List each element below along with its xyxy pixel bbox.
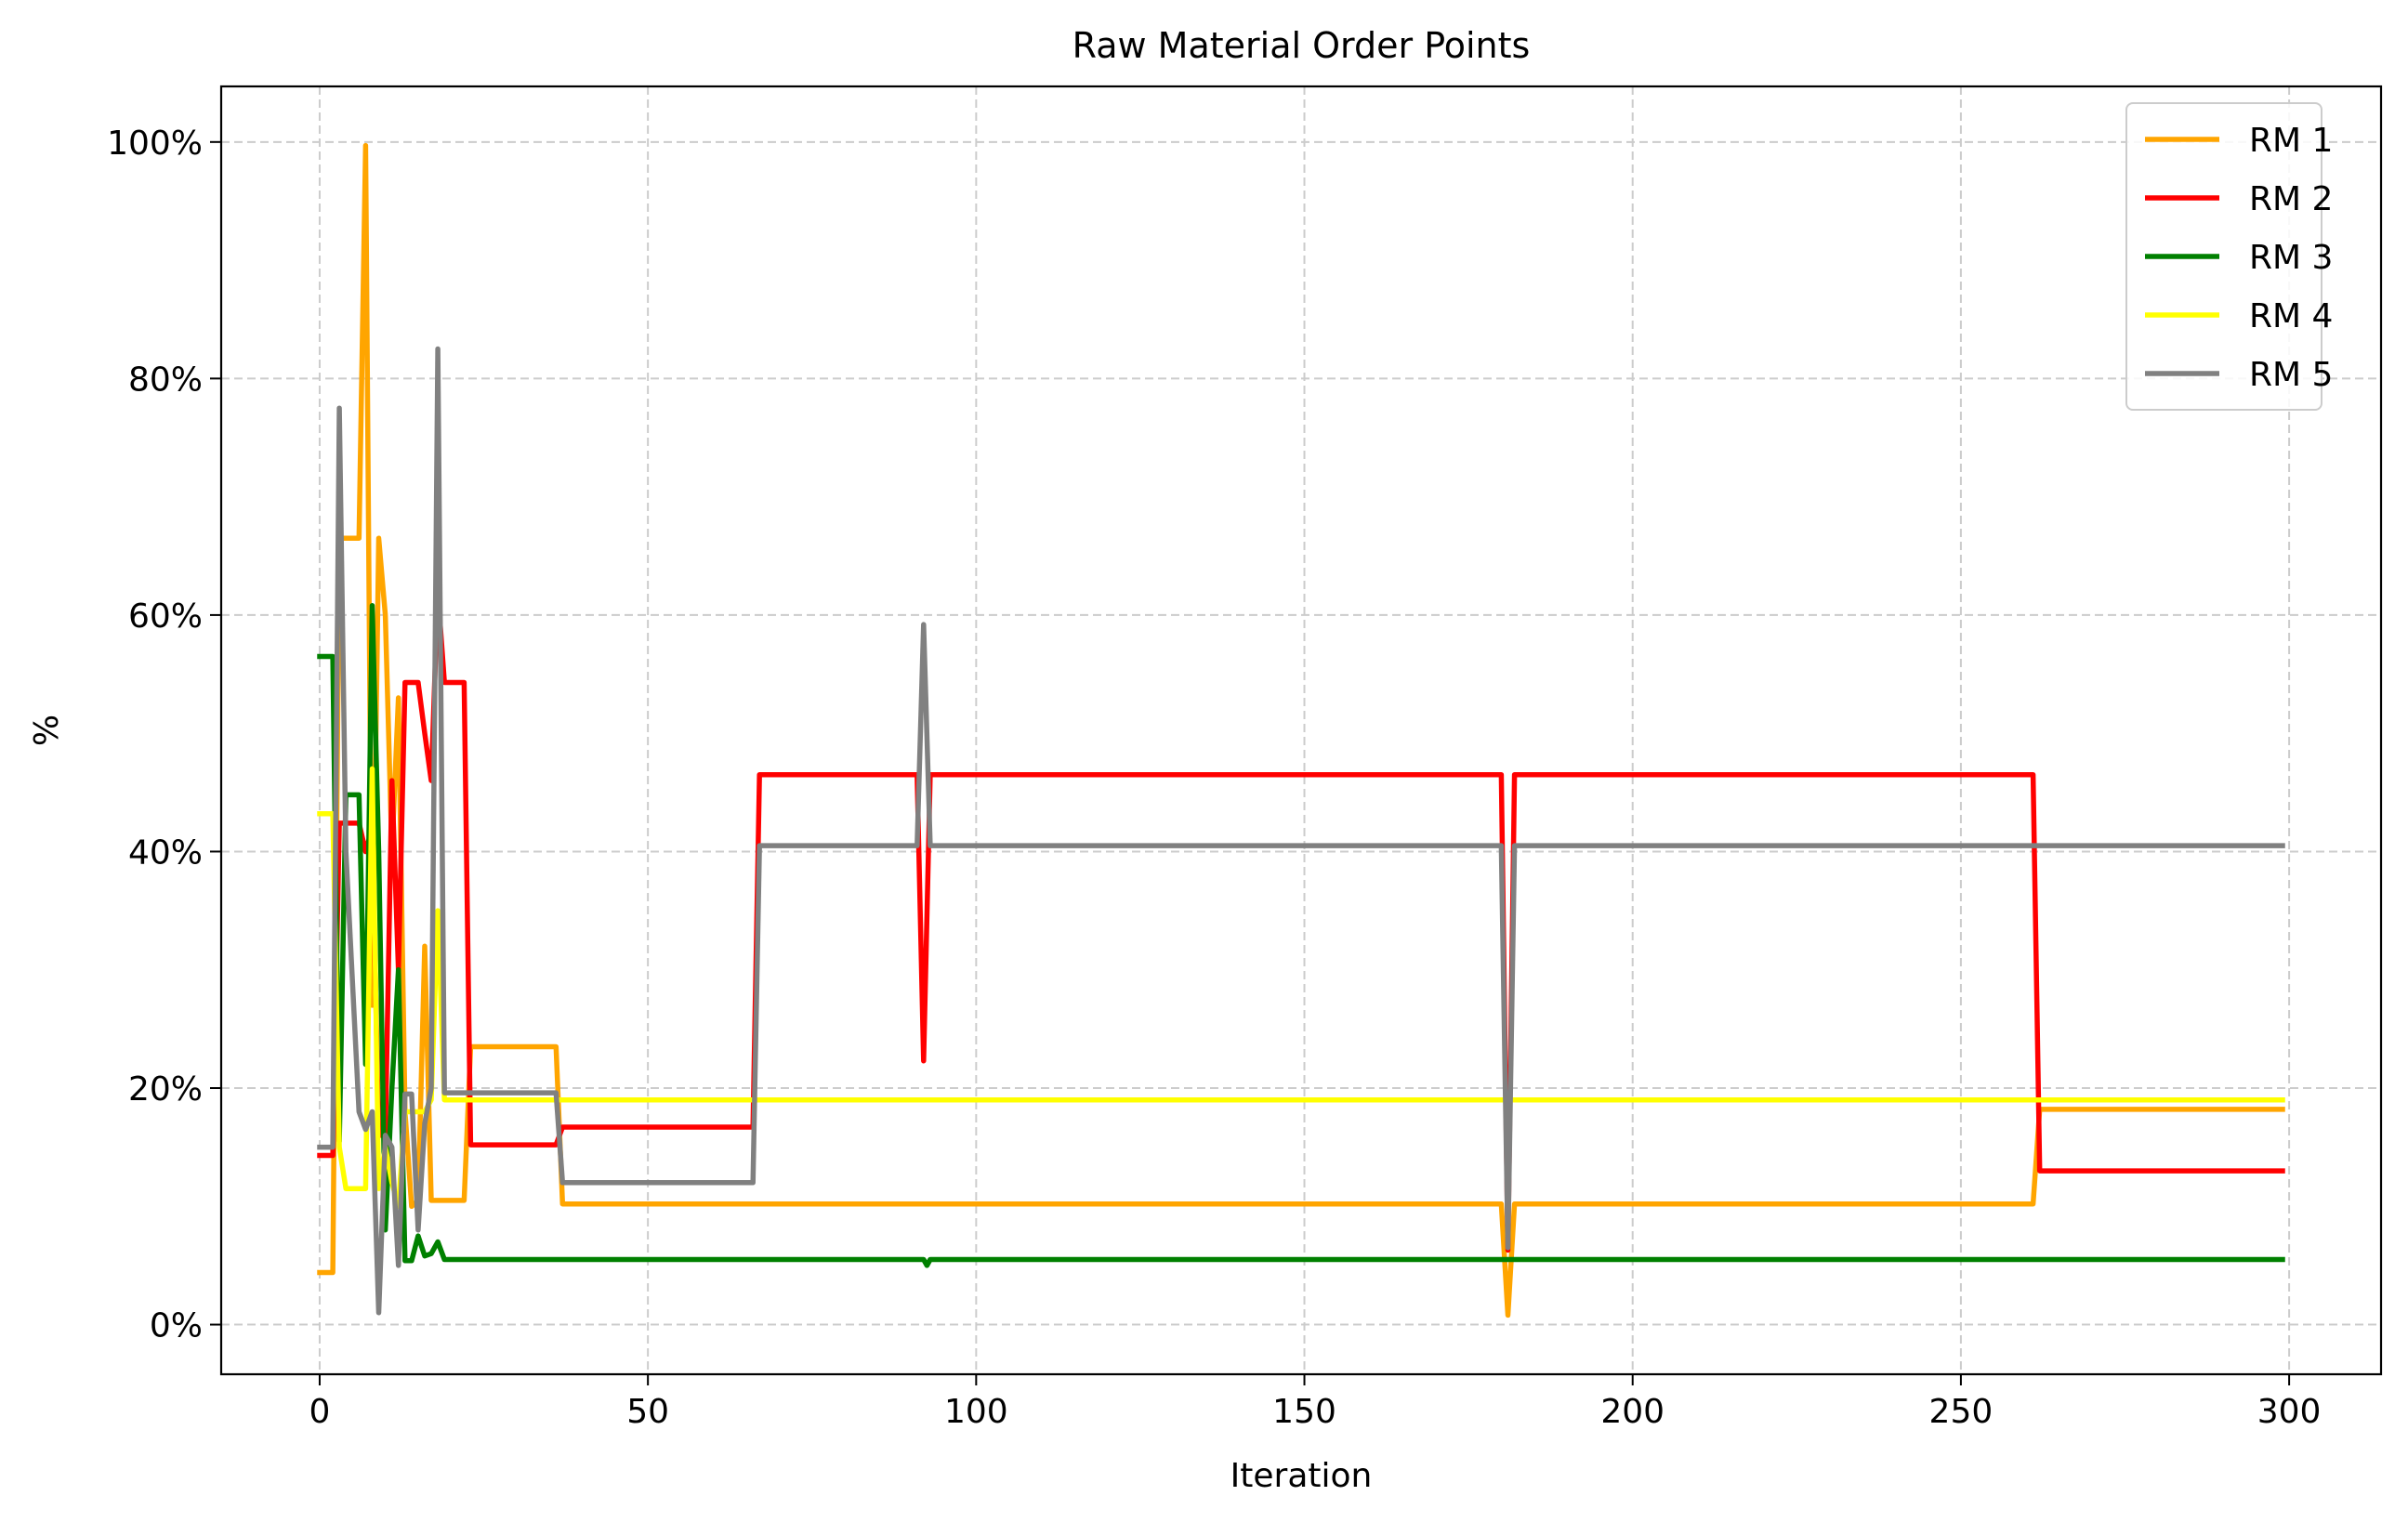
series-line-rm-4 (317, 766, 2285, 1210)
x-tick-label: 300 (2257, 1393, 2322, 1431)
legend-label-rm-2: RM 2 (2249, 180, 2333, 218)
y-tick-label: 80% (128, 361, 203, 399)
grid-lines (221, 86, 2381, 1374)
x-tick-label: 50 (626, 1393, 669, 1431)
y-axis-ticks: 0% 20% 40% 60% 80% 100% (107, 125, 221, 1345)
x-axis-label: Iteration (1230, 1457, 1373, 1495)
legend-box (2125, 102, 2322, 411)
x-tick-label: 150 (1272, 1393, 1336, 1431)
y-axis-label: % (28, 715, 66, 746)
legend: RM 1 RM 2 RM 3 RM 4 RM 5 (2125, 102, 2333, 411)
legend-label-rm-3: RM 3 (2249, 239, 2333, 277)
x-tick-label: 100 (944, 1393, 1008, 1431)
x-tick-label: 0 (309, 1393, 331, 1431)
y-tick-label: 100% (107, 125, 203, 163)
y-tick-label: 40% (128, 833, 203, 872)
y-tick-label: 20% (128, 1070, 203, 1109)
series-line-rm-5 (317, 346, 2285, 1316)
y-tick-label: 0% (150, 1307, 203, 1345)
y-tick-label: 60% (128, 597, 203, 636)
x-axis-ticks: 0 50 100 150 200 250 300 (309, 1374, 2322, 1431)
legend-label-rm-4: RM 4 (2249, 297, 2333, 335)
legend-label-rm-5: RM 5 (2249, 356, 2333, 394)
plot-frame (219, 85, 2383, 1376)
series-lines (317, 142, 2285, 1319)
x-tick-label: 250 (1929, 1393, 1994, 1431)
chart-title: Raw Material Order Points (1072, 25, 1531, 66)
x-tick-label: 200 (1600, 1393, 1665, 1431)
legend-label-rm-1: RM 1 (2249, 122, 2333, 160)
